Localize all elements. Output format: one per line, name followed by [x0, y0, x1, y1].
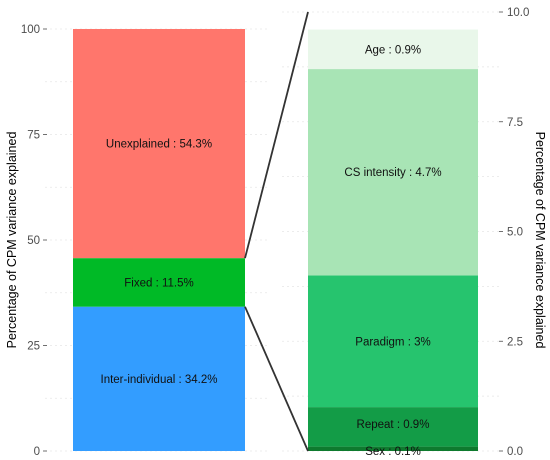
segment-inter-individual: [73, 306, 245, 451]
segment-cs-intensity: [308, 69, 478, 276]
left-stacked-bar: Inter-individual : 34.2% Fixed : 11.5% Une…: [73, 29, 245, 451]
right-tick-label: 7.5: [507, 117, 523, 129]
left-y-axis-title: Percentage of CPM variance explained: [5, 132, 19, 349]
segment-label-fixed: Fixed : 11.5%: [124, 277, 193, 289]
zoom-connector-lines: [244, 11, 309, 452]
segment-unexplained: [73, 29, 245, 259]
segment-repeat: [308, 407, 478, 447]
right-stacked-bar: Sex : 0.1% Repeat : 0.9% Paradigm : 3% CS i…: [308, 29, 478, 458]
segment-label-inter-individual: Inter-individual : 34.2%: [101, 374, 218, 386]
left-tick-label: 100: [21, 24, 40, 36]
left-tick-label: 25: [27, 341, 40, 353]
segment-label-sex: Sex : 0.1%: [365, 446, 421, 458]
connector-bottom: [244, 306, 309, 452]
segment-fixed: [73, 258, 245, 307]
segment-label-repeat: Repeat : 0.9%: [357, 419, 430, 431]
segment-paradigm: [308, 275, 478, 408]
segment-age: [308, 29, 478, 70]
left-tick-label: 50: [27, 235, 40, 247]
right-y-axis-ticks: 0.0 2.5 5.0 7.5 10.0: [499, 7, 529, 458]
segment-label-paradigm: Paradigm : 3%: [355, 336, 430, 348]
segment-label-unexplained: Unexplained : 54.3%: [106, 139, 212, 151]
segment-sex: [308, 446, 478, 451]
left-tick-label: 75: [27, 130, 40, 142]
right-tick-label: 5.0: [507, 227, 523, 239]
right-tick-label: 10.0: [507, 7, 529, 19]
segment-label-cs-intensity: CS intensity : 4.7%: [344, 167, 441, 179]
connector-top: [244, 11, 309, 259]
left-tick-label: 0: [34, 446, 40, 458]
right-y-axis-title: Percentage of CPM variance explained: [533, 132, 547, 349]
left-y-axis-ticks: 0 25 50 75 100: [21, 24, 47, 458]
right-tick-label: 0.0: [507, 446, 523, 458]
right-tick-label: 2.5: [507, 336, 523, 348]
segment-label-age: Age : 0.9%: [365, 44, 421, 56]
